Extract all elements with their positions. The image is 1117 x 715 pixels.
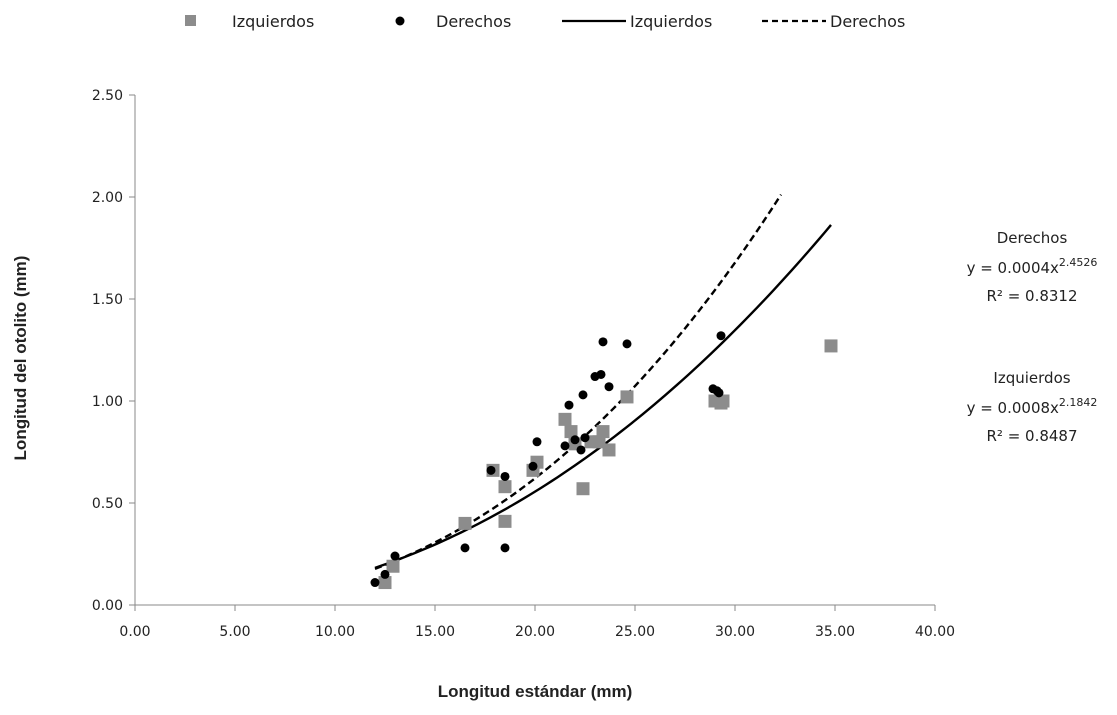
point-derechos xyxy=(370,578,380,588)
annotation-equation: y = 0.0008x2.1842 xyxy=(967,396,1098,417)
y-tick-label: 1.50 xyxy=(92,292,123,308)
legend-label: Derechos xyxy=(436,12,511,31)
point-derechos xyxy=(622,339,632,349)
point-derechos xyxy=(570,435,580,445)
point-derechos xyxy=(576,445,586,455)
x-tick-label: 20.00 xyxy=(515,624,555,640)
point-derechos xyxy=(564,400,574,410)
point-izquierdos xyxy=(386,559,400,573)
y-tick-label: 2.50 xyxy=(92,88,123,104)
point-derechos xyxy=(390,551,400,561)
point-izquierdos xyxy=(558,412,572,426)
x-tick-label: 5.00 xyxy=(219,624,250,640)
legend-label: Izquierdos xyxy=(630,12,712,31)
point-derechos xyxy=(578,390,588,400)
point-derechos xyxy=(528,461,538,471)
point-derechos xyxy=(604,382,614,392)
equation-annotations: Derechos y = 0.0004x2.4526 R² = 0.8312 Izqu… xyxy=(967,229,1098,445)
data-points xyxy=(370,331,838,590)
point-izquierdos xyxy=(498,480,512,494)
equation-base: y = 0.0008x xyxy=(967,399,1059,417)
point-izquierdos xyxy=(596,425,610,439)
point-derechos xyxy=(380,569,390,579)
point-derechos xyxy=(598,337,608,347)
annotation-title: Derechos xyxy=(997,229,1068,247)
point-izquierdos xyxy=(824,339,838,353)
point-derechos xyxy=(560,441,570,451)
point-izquierdos xyxy=(498,514,512,528)
point-derechos xyxy=(486,465,496,475)
point-izquierdos xyxy=(592,435,606,449)
legend: Izquierdos Derechos Izquierdos Derechos xyxy=(185,12,905,31)
trendline-derechos-dashed xyxy=(374,193,783,570)
x-tick-label: 40.00 xyxy=(915,624,955,640)
point-derechos xyxy=(716,331,726,341)
point-derechos xyxy=(460,543,470,553)
x-tick-label: 0.00 xyxy=(119,624,150,640)
x-axis-title: Longitud estándar (mm) xyxy=(438,682,633,701)
equation-base: y = 0.0004x xyxy=(967,259,1059,277)
legend-marker-square xyxy=(185,15,196,26)
y-tick-label: 1.00 xyxy=(92,394,123,410)
point-izquierdos xyxy=(458,516,472,530)
point-derechos xyxy=(714,388,724,398)
point-izquierdos xyxy=(564,425,578,439)
y-axis-title: Longitud del otolito (mm) xyxy=(11,256,30,461)
point-izquierdos xyxy=(576,482,590,496)
point-izquierdos xyxy=(620,390,634,404)
x-tick-label: 10.00 xyxy=(315,624,355,640)
point-izquierdos xyxy=(716,394,730,408)
annotation-title: Izquierdos xyxy=(993,369,1070,387)
legend-marker-circle xyxy=(395,16,405,26)
equation-exponent: 2.1842 xyxy=(1059,396,1098,409)
point-derechos xyxy=(580,433,590,443)
x-tick-label: 30.00 xyxy=(715,624,755,640)
y-tick-label: 2.00 xyxy=(92,190,123,206)
x-tick-label: 35.00 xyxy=(815,624,855,640)
point-derechos xyxy=(500,471,510,481)
equation-exponent: 2.4526 xyxy=(1059,256,1098,269)
point-izquierdos xyxy=(602,443,616,457)
y-tick-label: 0.00 xyxy=(92,598,123,614)
point-derechos xyxy=(500,543,510,553)
point-derechos xyxy=(596,369,606,379)
point-izquierdos xyxy=(378,576,392,590)
trendlines xyxy=(374,193,832,570)
annotation-r2: R² = 0.8312 xyxy=(986,287,1077,305)
y-tick-label: 0.50 xyxy=(92,496,123,512)
trendline-izquierdos-solid xyxy=(374,224,832,569)
point-derechos xyxy=(532,437,542,447)
legend-label: Izquierdos xyxy=(232,12,314,31)
annotation-r2: R² = 0.8487 xyxy=(986,427,1077,445)
axes: 0.00 0.50 1.00 1.50 2.00 2.50 0.00 5.00 10.00 15.… xyxy=(92,88,955,640)
x-tick-label: 25.00 xyxy=(615,624,655,640)
x-tick-label: 15.00 xyxy=(415,624,455,640)
annotation-equation: y = 0.0004x2.4526 xyxy=(967,256,1098,277)
legend-label: Derechos xyxy=(830,12,905,31)
